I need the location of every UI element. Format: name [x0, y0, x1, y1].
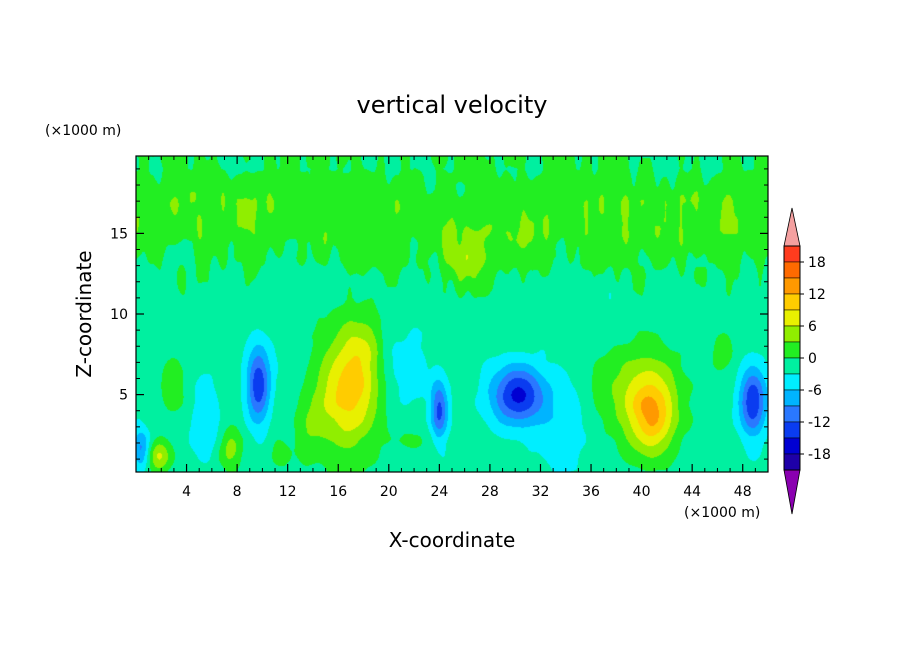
y-unit-label: (×1000 m) [45, 123, 121, 139]
colorbar-label: -6 [808, 383, 822, 399]
colorbar-segment [783, 341, 801, 359]
colorbar-extend-bottom [783, 469, 801, 515]
colorbar-extend-top [783, 207, 801, 247]
x-tick-label: 16 [329, 484, 347, 500]
y-axis-label: Z-coordinate [72, 250, 96, 377]
x-tick-label: 8 [233, 484, 242, 500]
x-tick-label: 32 [532, 484, 550, 500]
x-tick-label: 48 [734, 484, 752, 500]
y-tick-label: 15 [110, 226, 128, 242]
colorbar-segment [783, 373, 801, 391]
colorbar-segment [783, 453, 801, 471]
plot-area [135, 155, 769, 473]
x-tick-label: 40 [633, 484, 651, 500]
x-axis-label: X-coordinate [389, 528, 516, 552]
colorbar-segment [783, 277, 801, 295]
colorbar-segment [783, 325, 801, 343]
colorbar-label: 12 [808, 287, 826, 303]
chart-title: vertical velocity [357, 91, 548, 119]
colorbar-segment [783, 245, 801, 263]
colorbar-label: 18 [808, 255, 826, 271]
x-axis: 4 8 12 16 20 24 28 32 36 40 44 48 [148, 156, 756, 500]
y-tick-label: 5 [119, 388, 128, 404]
x-tick-label: 12 [279, 484, 297, 500]
colorbar-label: 0 [808, 351, 817, 367]
x-tick-label: 20 [380, 484, 398, 500]
colorbar-segment [783, 293, 801, 311]
contour-field [136, 156, 768, 472]
colorbar-label: -12 [808, 415, 831, 431]
colorbar-segment [783, 261, 801, 279]
x-tick-label: 4 [182, 484, 191, 500]
x-tick-label: 44 [683, 484, 701, 500]
x-tick-label: 24 [430, 484, 448, 500]
colorbar-segment [783, 389, 801, 407]
x-tick-label: 36 [582, 484, 600, 500]
colorbar-segment [783, 309, 801, 327]
colorbar-label: -18 [808, 447, 831, 463]
colorbar: 18 12 6 0 -6 -12 -18 [783, 207, 831, 515]
colorbar-segment [783, 421, 801, 439]
x-tick-label: 28 [481, 484, 499, 500]
x-unit-label: (×1000 m) [684, 505, 760, 521]
y-axis: 5 10 15 [110, 168, 768, 460]
colorbar-segment [783, 437, 801, 455]
y-tick-label: 10 [110, 307, 128, 323]
colorbar-segment [783, 357, 801, 375]
colorbar-segment [783, 405, 801, 423]
colorbar-label: 6 [808, 319, 817, 335]
